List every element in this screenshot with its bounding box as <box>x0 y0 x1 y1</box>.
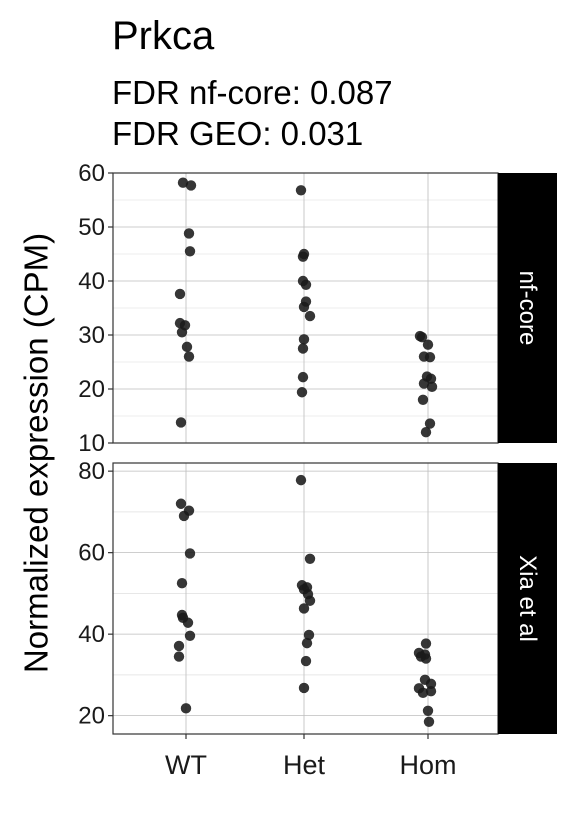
data-point <box>173 651 185 662</box>
facet-strip <box>498 463 557 734</box>
y-tick-label: 50 <box>78 214 105 241</box>
data-point <box>416 331 428 343</box>
data-point <box>424 418 436 429</box>
data-point <box>174 288 186 300</box>
data-point <box>417 687 429 699</box>
data-point <box>422 705 434 716</box>
chart-title: Prkca <box>112 14 215 58</box>
data-point <box>304 595 316 606</box>
data-point <box>183 228 195 239</box>
y-tick-label: 10 <box>78 430 105 457</box>
data-point <box>300 279 312 290</box>
data-point <box>295 474 307 486</box>
data-point <box>420 638 432 649</box>
facet-strip-label: Xia et al <box>514 555 541 642</box>
y-tick-label: 80 <box>78 458 105 485</box>
data-point <box>298 301 310 313</box>
data-point <box>304 553 316 564</box>
data-point <box>177 177 189 188</box>
data-point <box>180 703 192 714</box>
y-tick-label: 40 <box>78 621 105 648</box>
y-tick-label: 30 <box>78 322 105 349</box>
x-tick-label: Het <box>283 750 326 780</box>
x-tick-label: WT <box>165 750 207 780</box>
data-point <box>297 251 309 262</box>
data-point <box>304 310 316 322</box>
data-point <box>176 327 188 338</box>
data-point <box>296 387 308 398</box>
y-tick-label: 40 <box>78 268 105 295</box>
data-point <box>417 394 429 405</box>
data-point <box>182 617 194 628</box>
data-point <box>297 343 309 354</box>
data-point <box>298 682 310 694</box>
data-point <box>422 339 434 350</box>
facet-strip-label: nf-core <box>514 271 541 346</box>
data-point <box>183 351 195 362</box>
data-point <box>424 351 436 363</box>
data-point <box>426 381 438 393</box>
data-point <box>173 640 185 652</box>
data-point <box>184 246 196 257</box>
data-point <box>295 185 307 196</box>
data-point <box>184 548 196 559</box>
data-point <box>423 716 435 727</box>
x-tick-label: Hom <box>399 750 456 780</box>
y-axis-label: Normalized expression (CPM) <box>18 233 55 673</box>
y-tick-label: 20 <box>78 376 105 403</box>
data-point <box>184 630 196 641</box>
data-point <box>185 180 197 191</box>
chart-subtitle-nfcore: FDR nf-core: 0.087 <box>112 74 393 111</box>
data-point <box>181 341 193 353</box>
data-point <box>175 498 187 509</box>
data-point <box>175 417 187 428</box>
data-point <box>301 637 313 649</box>
data-point <box>425 686 437 697</box>
y-tick-label: 20 <box>78 703 105 730</box>
chart-subtitle-geo: FDR GEO: 0.031 <box>112 115 364 152</box>
data-point <box>297 371 309 383</box>
data-point <box>420 427 432 438</box>
data-point <box>303 629 315 641</box>
y-tick-label: 60 <box>78 160 105 187</box>
data-point <box>298 334 310 345</box>
data-point <box>178 510 190 522</box>
data-point <box>176 578 188 589</box>
data-point <box>418 378 430 389</box>
y-tick-label: 60 <box>78 540 105 567</box>
facet-strip <box>498 173 557 443</box>
data-point <box>298 603 310 614</box>
data-point <box>425 678 437 690</box>
data-point <box>420 653 432 664</box>
data-point <box>300 655 312 667</box>
